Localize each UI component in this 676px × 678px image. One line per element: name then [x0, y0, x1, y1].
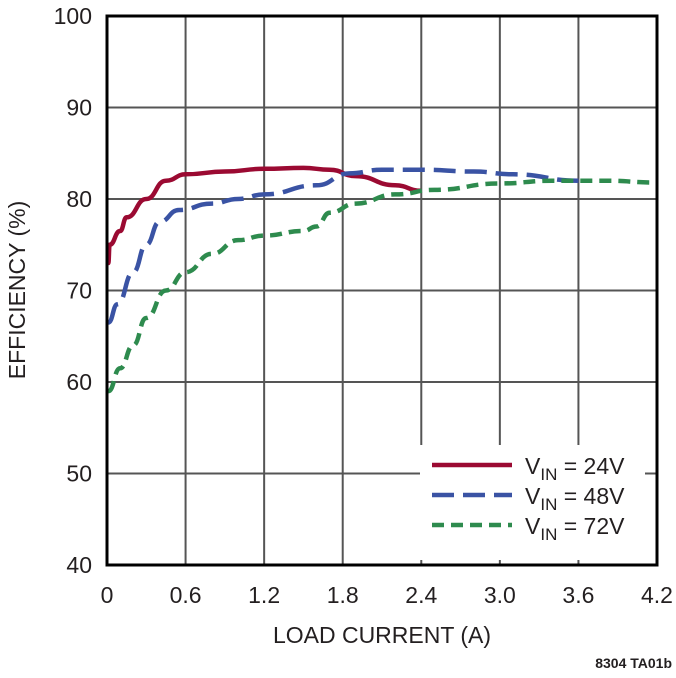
x-tick-label: 4.2	[641, 582, 673, 608]
legend-label: VIN = 24V	[525, 453, 625, 484]
x-tick-label: 1.2	[248, 582, 280, 608]
y-tick-label: 90	[66, 95, 92, 121]
x-axis-label: LOAD CURRENT (A)	[273, 622, 491, 648]
y-tick-label: 40	[66, 552, 92, 578]
series-line-2	[107, 167, 579, 325]
x-tick-label: 1.8	[327, 582, 359, 608]
series-line-1	[106, 165, 422, 266]
legend-label: VIN = 48V	[525, 483, 625, 514]
x-tick-label: 3.6	[562, 582, 594, 608]
legend-label: VIN = 72V	[525, 513, 625, 544]
x-tick-label: 2.4	[405, 582, 437, 608]
series-line-3	[107, 178, 658, 394]
y-tick-label: 80	[66, 186, 92, 212]
y-tick-label: 70	[66, 278, 92, 304]
y-tick-label: 50	[66, 461, 92, 487]
y-tick-label: 100	[54, 3, 92, 29]
plot-frame	[105, 14, 659, 567]
y-tick-label: 60	[66, 369, 92, 395]
x-tick-label: 3.0	[484, 582, 516, 608]
footnote: 8304 TA01b	[595, 655, 672, 671]
x-tick-label: 0	[101, 582, 114, 608]
y-axis-label: EFFICIENCY (%)	[4, 201, 30, 379]
x-tick-label: 0.6	[170, 582, 202, 608]
